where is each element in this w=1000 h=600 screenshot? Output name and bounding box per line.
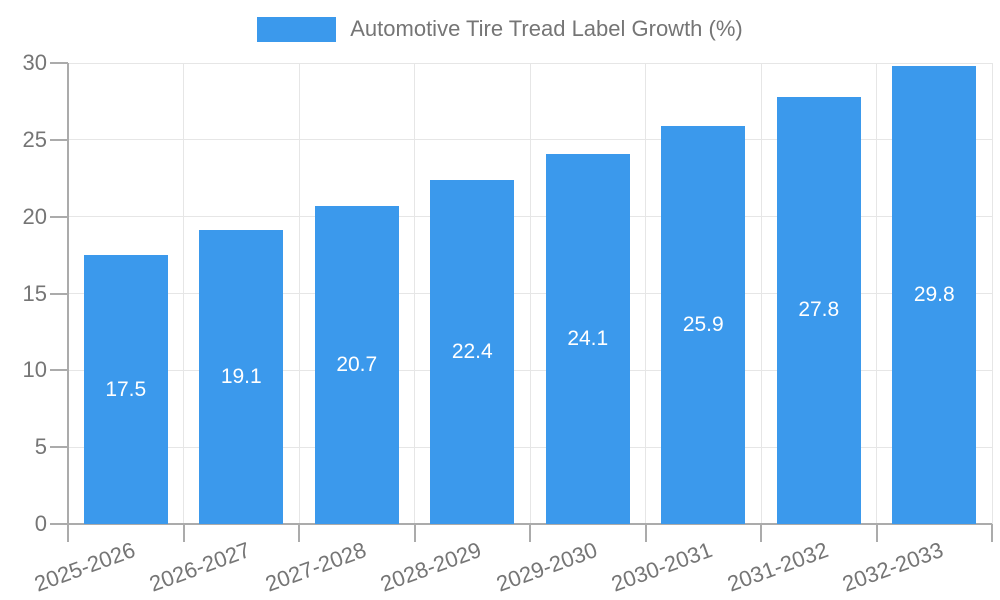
x-gridline bbox=[183, 63, 184, 524]
bar[interactable] bbox=[661, 126, 746, 524]
y-tick bbox=[50, 369, 68, 372]
legend-swatch bbox=[257, 16, 337, 42]
x-axis-tick-label: 2030-2031 bbox=[608, 537, 716, 597]
x-axis-tick-label: 2028-2029 bbox=[377, 537, 485, 597]
legend-label: Automotive Tire Tread Label Growth (%) bbox=[350, 16, 743, 41]
bar-value-label: 25.9 bbox=[682, 313, 724, 336]
x-tick bbox=[875, 524, 878, 542]
y-axis-tick-label: 10 bbox=[22, 357, 47, 383]
bar-value-label: 29.8 bbox=[913, 283, 955, 307]
y-tick bbox=[50, 215, 68, 218]
x-tick bbox=[760, 524, 762, 542]
y-axis-tick-label: 20 bbox=[22, 203, 47, 229]
y-tick bbox=[50, 446, 68, 449]
bar[interactable] bbox=[776, 96, 861, 524]
y-axis-tick-label: 5 bbox=[34, 434, 47, 460]
x-axis-tick-label: 2026-2027 bbox=[146, 537, 254, 597]
bar-value-label: 19.1 bbox=[220, 365, 262, 389]
y-axis-tick-label: 30 bbox=[22, 50, 47, 75]
legend[interactable]: Automotive Tire Tread Label Growth (%) bbox=[0, 16, 1000, 42]
x-axis-tick-label: 2027-2028 bbox=[261, 537, 369, 597]
bar[interactable] bbox=[430, 179, 515, 524]
x-gridline bbox=[645, 63, 646, 524]
x-gridline bbox=[876, 63, 877, 524]
x-tick bbox=[67, 524, 69, 542]
y-axis-tick-label: 25 bbox=[22, 126, 47, 152]
x-tick bbox=[991, 524, 993, 542]
y-tick bbox=[50, 523, 68, 525]
y-axis-line bbox=[67, 63, 69, 524]
bar-value-label: 20.7 bbox=[336, 352, 378, 376]
x-tick bbox=[644, 524, 647, 542]
y-tick bbox=[50, 292, 68, 295]
x-axis-tick-label: 2029-2030 bbox=[492, 537, 600, 597]
bar-value-label: 27.8 bbox=[798, 298, 840, 322]
bar[interactable] bbox=[199, 230, 284, 524]
x-gridline bbox=[298, 63, 300, 524]
x-tick bbox=[529, 524, 531, 542]
bar-value-label: 17.5 bbox=[105, 377, 147, 401]
x-tick bbox=[298, 524, 300, 542]
bar[interactable] bbox=[83, 255, 168, 524]
bar[interactable] bbox=[545, 153, 630, 524]
x-gridline bbox=[414, 63, 415, 524]
bar[interactable] bbox=[314, 205, 399, 524]
y-tick bbox=[50, 138, 68, 141]
x-gridline bbox=[760, 63, 762, 524]
x-gridline bbox=[529, 63, 531, 524]
y-axis-tick-label: 0 bbox=[34, 511, 47, 536]
x-axis-line bbox=[68, 523, 992, 525]
bar-value-label: 24.1 bbox=[567, 326, 609, 350]
x-axis-tick-label: 2032-2033 bbox=[839, 537, 947, 597]
x-gridline bbox=[991, 63, 993, 524]
bar[interactable] bbox=[892, 66, 977, 524]
x-axis-tick-label: 2025-2026 bbox=[30, 537, 138, 597]
x-tick bbox=[413, 524, 416, 542]
x-tick bbox=[182, 524, 185, 542]
y-axis-tick-label: 15 bbox=[22, 280, 47, 306]
x-axis-tick-label: 2031-2032 bbox=[723, 537, 831, 597]
bar-value-label: 22.4 bbox=[451, 339, 493, 363]
y-tick bbox=[50, 62, 68, 64]
